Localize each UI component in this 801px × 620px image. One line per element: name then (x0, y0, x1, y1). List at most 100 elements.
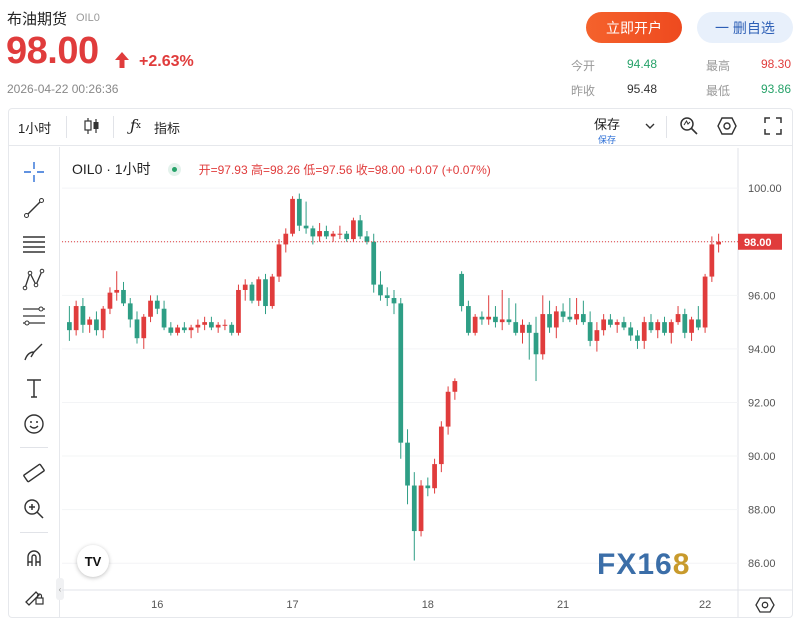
magnet-icon[interactable] (20, 544, 48, 572)
candle-body (628, 327, 634, 336)
candle-body (87, 319, 93, 325)
candle-body (533, 332, 539, 355)
candle-body (479, 316, 485, 320)
candle-body (161, 308, 167, 328)
candle-body (222, 324, 228, 326)
stat-prev-close-value: 95.48 (627, 82, 658, 96)
candle-body (702, 276, 708, 328)
candle-body (526, 324, 532, 333)
stat-high-value: 98.30 (761, 57, 792, 71)
candle-body (337, 233, 343, 235)
candle-body (229, 324, 235, 333)
crosshair-icon[interactable] (20, 158, 48, 186)
candle-body (614, 322, 620, 325)
candle-body (655, 322, 661, 331)
candle-body (452, 381, 458, 392)
candle-body (513, 322, 519, 333)
candle-body (486, 316, 492, 320)
y-tick-label: 96.00 (748, 290, 776, 302)
fullscreen-icon[interactable] (763, 116, 783, 136)
candle-body (236, 289, 241, 333)
settings-icon[interactable] (716, 115, 738, 137)
candle-body (547, 314, 552, 328)
candle-body (188, 327, 194, 331)
candle-body (641, 322, 647, 341)
up-arrow-icon (115, 52, 129, 68)
candle-body (209, 322, 214, 328)
candle-body (405, 442, 410, 486)
candle-body (459, 273, 464, 307)
candle-body (310, 228, 316, 237)
candle-body (553, 311, 559, 328)
chart-settings-icon[interactable] (755, 595, 775, 615)
candle-body (391, 298, 397, 304)
candle-body (378, 284, 383, 296)
y-tick-label: 94.00 (748, 344, 776, 356)
candle-body (682, 314, 688, 333)
candle-body (567, 316, 573, 320)
lock-drawing-icon[interactable] (20, 580, 48, 608)
candle-body (283, 233, 289, 245)
candle-body (263, 279, 268, 307)
open-account-button[interactable]: 立即开户 (586, 12, 682, 43)
tradingview-logo-icon[interactable]: TV (77, 545, 109, 577)
stat-low-value: 93.86 (761, 82, 792, 96)
candle-body (276, 244, 282, 277)
x-tick-label: 18 (422, 599, 434, 611)
stat-prev-close: 昨收 (571, 84, 596, 98)
candle-body (202, 322, 208, 325)
emoji-icon[interactable] (20, 410, 48, 438)
candle-body (466, 306, 471, 333)
horizontal-lines-icon[interactable] (20, 230, 48, 258)
candle-body (80, 306, 86, 325)
drawing-toolbar (9, 147, 60, 617)
y-tick-label: 86.00 (748, 558, 776, 570)
candle-body (127, 303, 133, 320)
pattern-icon[interactable] (20, 266, 48, 294)
brush-icon[interactable] (20, 338, 48, 366)
candle-body (148, 300, 153, 317)
stat-high: 最高 (706, 59, 731, 73)
candle-body (608, 319, 613, 325)
candle-body (114, 289, 120, 293)
candle-body (107, 292, 113, 309)
candle-body (675, 314, 681, 323)
interval-selector[interactable]: 1小时 (18, 121, 52, 136)
chevron-down-icon[interactable] (644, 121, 656, 131)
stat-today-open: 今开 (571, 59, 596, 73)
save-button[interactable]: 保存 保存 (594, 117, 621, 145)
candle-body (601, 319, 607, 331)
trend-line-icon[interactable] (20, 194, 48, 222)
candle-body (100, 308, 106, 331)
candle-body (425, 485, 431, 489)
candle-body (506, 319, 512, 323)
quick-search-icon[interactable] (678, 115, 700, 137)
candle-body (154, 300, 160, 309)
ruler-icon[interactable] (20, 459, 48, 487)
candle-body (398, 303, 404, 443)
indicators-button[interactable]: 指标 (154, 121, 181, 136)
collapse-toolbar-icon[interactable]: ‹ (56, 578, 64, 600)
candle-body (662, 322, 667, 333)
zoom-in-icon[interactable] (20, 495, 48, 523)
candle-body (560, 311, 566, 317)
candle-body (195, 324, 201, 328)
fib-retracement-icon[interactable] (20, 302, 48, 330)
candle-style-icon[interactable] (82, 116, 102, 136)
text-tool-icon[interactable] (20, 374, 48, 402)
x-tick-label: 16 (151, 599, 163, 611)
last-price-tag (738, 233, 782, 250)
x-tick-label: 17 (286, 599, 298, 611)
remove-watchlist-button[interactable]: 一 删自选 (697, 12, 793, 43)
candle-body (168, 327, 174, 333)
candle-body (249, 284, 255, 301)
x-tick-label: 22 (699, 599, 711, 611)
chart-legend: OIL0 · 1小时 开=97.93 高=98.26 低=97.56 收=98.… (72, 159, 491, 179)
candle-body (303, 225, 309, 229)
chart-toolbar (9, 109, 792, 146)
candle-body (709, 244, 715, 277)
candle-body (317, 231, 322, 237)
candle-body (371, 241, 377, 285)
